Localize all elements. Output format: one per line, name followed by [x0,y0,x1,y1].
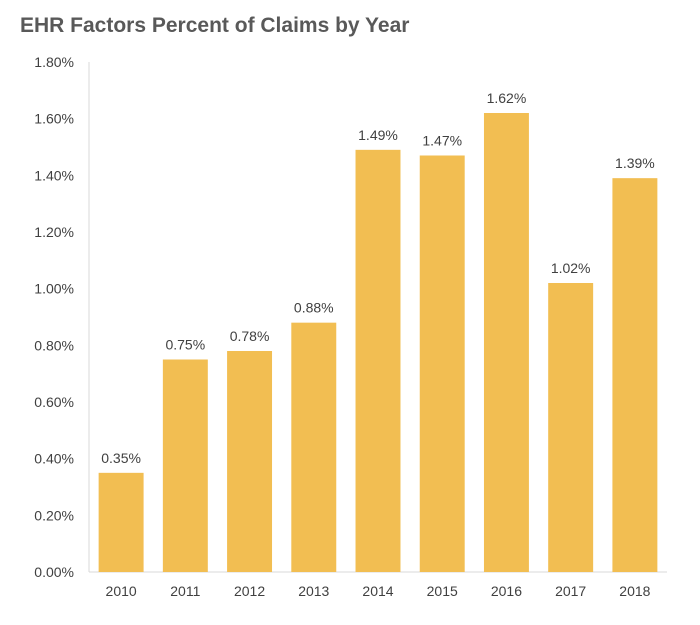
bar-2010 [98,472,144,572]
bar-2012 [227,351,273,572]
data-label: 1.49% [358,127,398,143]
y-tick-label: 1.80% [34,54,74,70]
x-tick-label: 2013 [298,583,329,599]
bars [98,113,658,573]
data-label: 0.78% [230,328,270,344]
bar-2011 [162,359,208,572]
data-label: 0.88% [294,300,334,316]
x-tick-label: 2016 [491,583,522,599]
bar-2016 [483,113,529,572]
data-labels: 0.35% 0.75% 0.78% 0.88% 1.49% 1.47% 1.62% 1.02%… [101,90,654,466]
x-tick-label: 2017 [555,583,586,599]
x-axis-tick-labels: 2010 2011 2012 2013 2014 2015 2016 2017 2018 [106,583,651,599]
y-tick-label: 0.00% [34,564,74,580]
bar-2015 [419,155,465,572]
bar-2018 [612,178,658,572]
y-tick-label: 1.20% [34,224,74,240]
y-tick-label: 1.60% [34,111,74,127]
x-tick-label: 2011 [170,583,200,599]
y-axis-tick-labels: 0.00% 0.20% 0.40% 0.60% 0.80% 1.00% 1.20% 1.40%… [34,54,74,580]
data-label: 0.75% [165,337,205,353]
x-tick-label: 2010 [106,583,137,599]
bar-2017 [548,283,594,572]
data-label: 1.02% [551,260,591,276]
x-tick-label: 2014 [362,583,393,599]
x-tick-label: 2018 [619,583,650,599]
x-tick-label: 2015 [427,583,458,599]
x-tick-label: 2012 [234,583,265,599]
data-label: 1.47% [422,133,462,149]
y-tick-label: 0.20% [34,507,74,523]
data-label: 1.62% [487,90,527,106]
data-label: 1.39% [615,155,655,171]
bar-2014 [355,149,401,573]
y-tick-label: 0.60% [34,394,74,410]
y-tick-label: 1.40% [34,167,74,183]
chart-title: EHR Factors Percent of Claims by Year [20,14,410,37]
data-label: 0.35% [101,450,141,466]
bar-2013 [291,322,337,572]
y-tick-label: 0.40% [34,451,74,467]
y-tick-label: 0.80% [34,337,74,353]
y-tick-label: 1.00% [34,281,74,297]
